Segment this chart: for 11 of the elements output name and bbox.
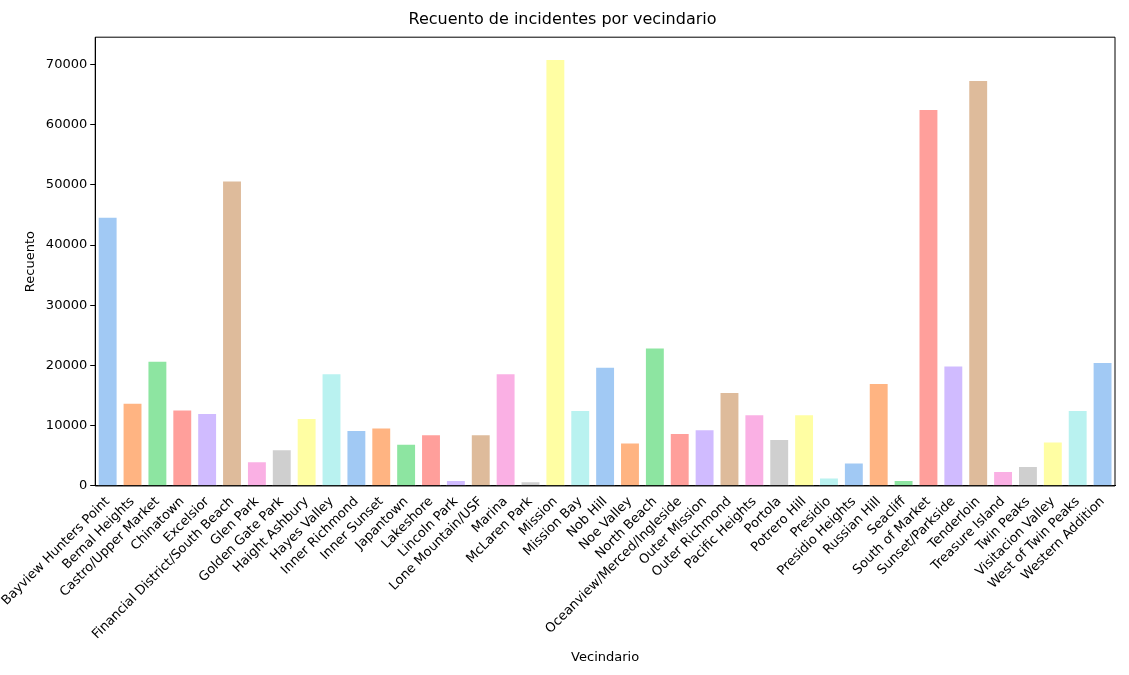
y-tick-label: 40000 bbox=[45, 236, 88, 252]
y-tick-label: 50000 bbox=[45, 176, 88, 192]
y-tick-label: 60000 bbox=[45, 115, 88, 131]
chart-title: Recuento de incidentes por vecindario bbox=[408, 8, 717, 28]
y-tick-label: 0 bbox=[78, 477, 88, 493]
x-axis-title: Vecindario bbox=[571, 648, 640, 664]
y-tick-label: 20000 bbox=[45, 356, 88, 372]
y-axis-title: Recuento bbox=[22, 230, 38, 293]
y-tick-label: 30000 bbox=[45, 296, 88, 312]
y-tick-label: 10000 bbox=[45, 417, 88, 433]
y-tick-label: 70000 bbox=[45, 55, 88, 71]
